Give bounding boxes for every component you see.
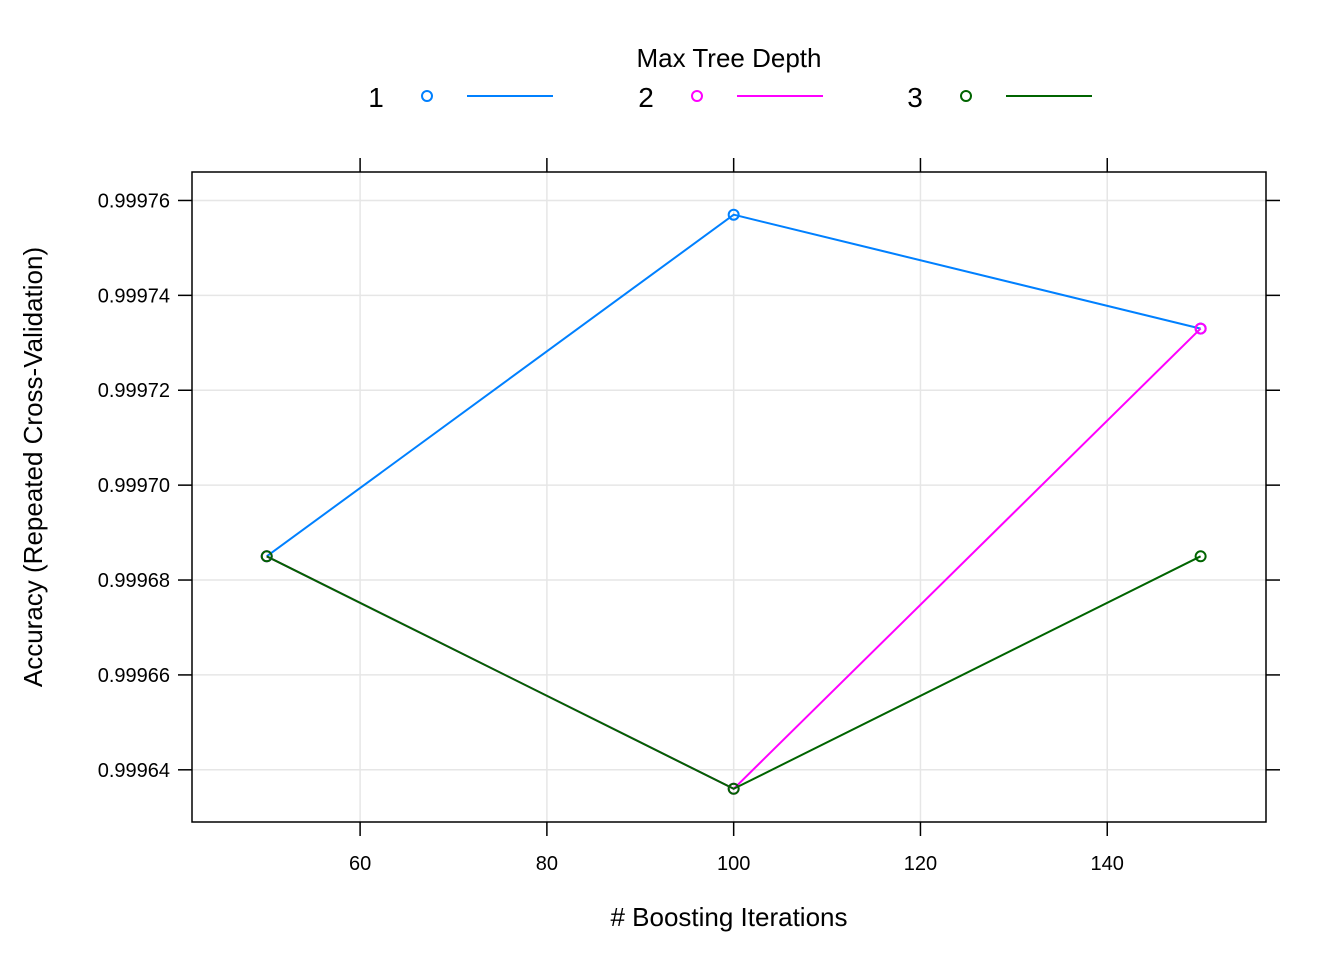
y-tick-label: 0.99974 — [98, 285, 170, 307]
series-3-point — [260, 550, 273, 563]
series-3-line — [266, 555, 1202, 790]
y-tick-label: 0.99968 — [98, 570, 170, 592]
x-axis-title: # Boosting Iterations — [610, 902, 847, 932]
series-layer — [260, 208, 1207, 795]
x-tick-label: 120 — [904, 853, 937, 875]
legend-point-3 — [960, 90, 972, 102]
y-tick-label: 0.99976 — [98, 190, 170, 212]
y-tick-label: 0.99970 — [98, 475, 170, 497]
grid-lines — [192, 172, 1266, 822]
legend-title: Max Tree Depth — [637, 43, 822, 73]
x-tick-label: 60 — [349, 853, 371, 875]
series-1-point — [727, 208, 740, 221]
series-3-point — [727, 782, 740, 795]
legend-label-2: 2 — [638, 82, 654, 113]
y-tick-label: 0.99966 — [98, 665, 170, 687]
legend-label-3: 3 — [907, 82, 923, 113]
legend-point-1 — [421, 90, 433, 102]
plot-frame — [191, 171, 1267, 823]
legend-label-1: 1 — [368, 82, 384, 113]
x-tick-label: 140 — [1091, 853, 1124, 875]
y-tick-label: 0.99964 — [98, 760, 170, 782]
y-tick-label: 0.99972 — [98, 380, 170, 402]
x-tick-label: 80 — [536, 853, 558, 875]
series-1-line — [266, 213, 1201, 558]
axis-ticks: 60 80 100 120 140 0.99964 0.99966 0.99968 0.9997… — [98, 158, 1280, 875]
series-3-point — [1194, 550, 1207, 563]
y-axis-title: Accuracy (Repeated Cross-Validation) — [18, 247, 48, 687]
x-tick-label: 100 — [717, 853, 750, 875]
series-2-point — [1194, 322, 1207, 335]
legend-point-2 — [691, 90, 703, 102]
legend: Max Tree Depth 1 2 3 — [368, 43, 1092, 113]
